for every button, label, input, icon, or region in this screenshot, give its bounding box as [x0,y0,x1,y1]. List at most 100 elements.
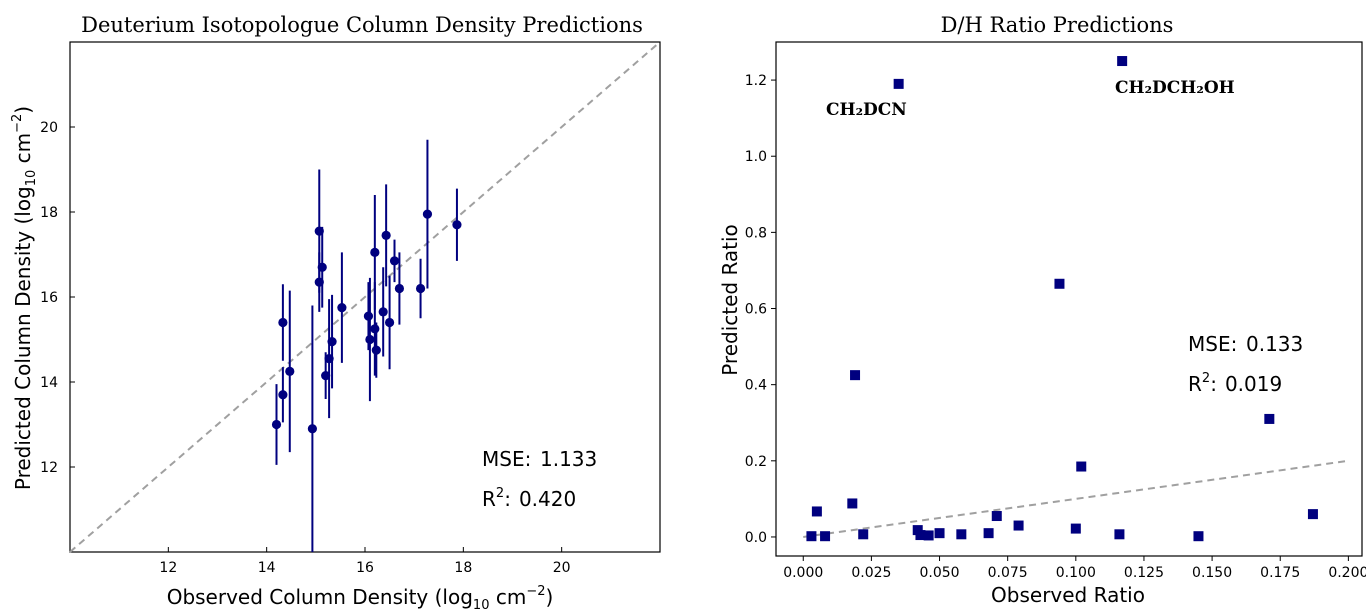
left-data-point [365,334,375,345]
right-plot-content [803,56,1349,542]
left-plot-content [69,41,661,553]
left-data-point [378,307,388,317]
right-data-point [1264,413,1275,424]
left-y-label-text: Predicted Column Density (log [11,186,35,490]
right-y-tick-label: 0.6 [745,302,767,318]
left-y-tick-label: 20 [40,120,58,136]
left-data-point [422,209,433,219]
right-r2-stat: R2: 0.019 [1188,371,1282,396]
right-data-point [934,528,945,539]
right-x-tick-label: 0.000 [783,565,823,581]
left-data-point [381,230,391,240]
right-ticks: 0.000 0.025 0.050 0.075 0.100 0.125 0.150 0.175… [745,73,1366,581]
left-x-label-sup: −2 [526,584,545,599]
left-y-tick-label: 14 [40,375,58,391]
left-x-label-close: ) [545,585,553,609]
left-data-point [314,277,324,287]
right-data-point [915,530,926,541]
right-data-point [956,529,967,540]
right-x-tick-label: 0.200 [1328,565,1366,581]
right-data-point [1054,278,1065,289]
right-y-axis-label: Predicted Ratio [718,224,742,376]
left-data-point [327,337,337,347]
right-data-point [1114,529,1125,540]
right-r2-colon: : [1210,372,1217,396]
left-x-tick-label: 18 [454,560,472,576]
right-y-tick-label: 0.2 [745,454,767,470]
left-data-point [278,390,288,400]
right-x-tick-label: 0.150 [1192,565,1232,581]
right-y-tick-label: 0.0 [745,530,767,546]
left-data-point [384,317,395,328]
left-r2-stat: R2: 0.420 [482,486,576,511]
right-data-point [1076,461,1087,472]
right-data-point [1013,520,1024,531]
left-data-point [314,226,324,236]
right-data-point [858,529,869,540]
left-data-point [337,303,347,313]
annotation-ch2dcn: CH₂DCN [826,100,907,120]
right-mse-label: MSE: [1188,332,1237,356]
right-data-point [850,370,861,381]
right-data-point [1193,531,1204,542]
right-x-tick-label: 0.025 [851,565,891,581]
left-chart: Deuterium Isotopologue Column Density Pr… [10,13,661,612]
right-y-tick-label: 1.2 [745,73,767,89]
left-data-point [452,220,462,230]
right-plot-frame [775,41,1363,557]
left-x-tick-label: 20 [553,560,571,576]
right-chart: D/H Ratio Predictions 0.000 0.025 0.050 0.0… [718,13,1366,607]
left-data-point [389,256,400,266]
left-data-point [394,283,405,294]
right-y-tick-label: 0.8 [745,225,767,241]
left-chart-title: Deuterium Isotopologue Column Density Pr… [81,13,643,37]
left-x-axis-label: Observed Column Density (log10 cm−2) [167,584,554,612]
left-x-tick-label: 12 [159,560,177,576]
right-x-axis-label: Observed Ratio [991,583,1145,607]
left-ticks: 12 14 16 18 20 12 14 16 18 20 [40,120,570,576]
left-data-point [271,419,282,430]
left-data-point [307,424,317,434]
left-data-point [370,324,380,334]
left-y-tick-label: 16 [40,290,58,306]
left-r2-superscript: 2 [496,486,504,501]
right-data-point [1070,523,1081,534]
right-y-tick-label: 1.0 [745,149,767,165]
left-data-point [415,283,426,294]
left-r2-colon: : [504,487,511,511]
left-x-label-text: Observed Column Density (log [167,585,473,609]
left-identity-line [69,41,661,553]
right-y-tick-label: 0.4 [745,378,767,394]
right-chart-title: D/H Ratio Predictions [941,13,1174,37]
left-r2-value: 0.420 [519,487,576,511]
left-x-label-sub: 10 [473,598,490,612]
left-x-tick-label: 16 [356,560,374,576]
left-data-point [371,345,381,355]
left-mse-label: MSE: [482,447,531,471]
left-data-point [363,311,374,321]
left-x-tick-label: 14 [258,560,276,576]
right-x-tick-label: 0.125 [1124,565,1164,581]
left-y-label-close: ) [11,106,35,114]
right-r2-value: 0.019 [1225,372,1282,396]
left-y-label-sup: −2 [10,114,25,133]
right-data-point [923,530,934,541]
left-data-point [321,371,331,381]
right-data-point [820,531,831,542]
left-x-label-unit: cm [489,585,526,609]
right-data-point [806,531,817,542]
left-data-point [317,262,327,272]
left-r2-label: R [482,487,496,511]
right-data-point [991,511,1002,522]
right-identity-line [803,459,1349,538]
right-x-tick-label: 0.050 [919,565,959,581]
right-data-point [893,78,904,89]
left-y-tick-label: 18 [40,205,58,221]
right-x-tick-label: 0.100 [1056,565,1096,581]
left-data-point [278,317,288,328]
left-y-tick-label: 12 [40,460,58,476]
left-y-label-sub: 10 [24,170,39,187]
left-data-point [370,247,380,257]
right-r2-superscript: 2 [1202,371,1210,386]
